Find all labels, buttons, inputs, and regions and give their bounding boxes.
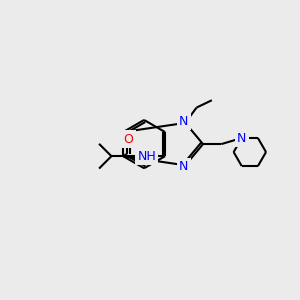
Text: N: N (179, 115, 188, 128)
Text: O: O (124, 133, 134, 146)
Text: N: N (237, 131, 246, 145)
Text: N: N (179, 160, 188, 173)
Text: NH: NH (137, 150, 156, 163)
